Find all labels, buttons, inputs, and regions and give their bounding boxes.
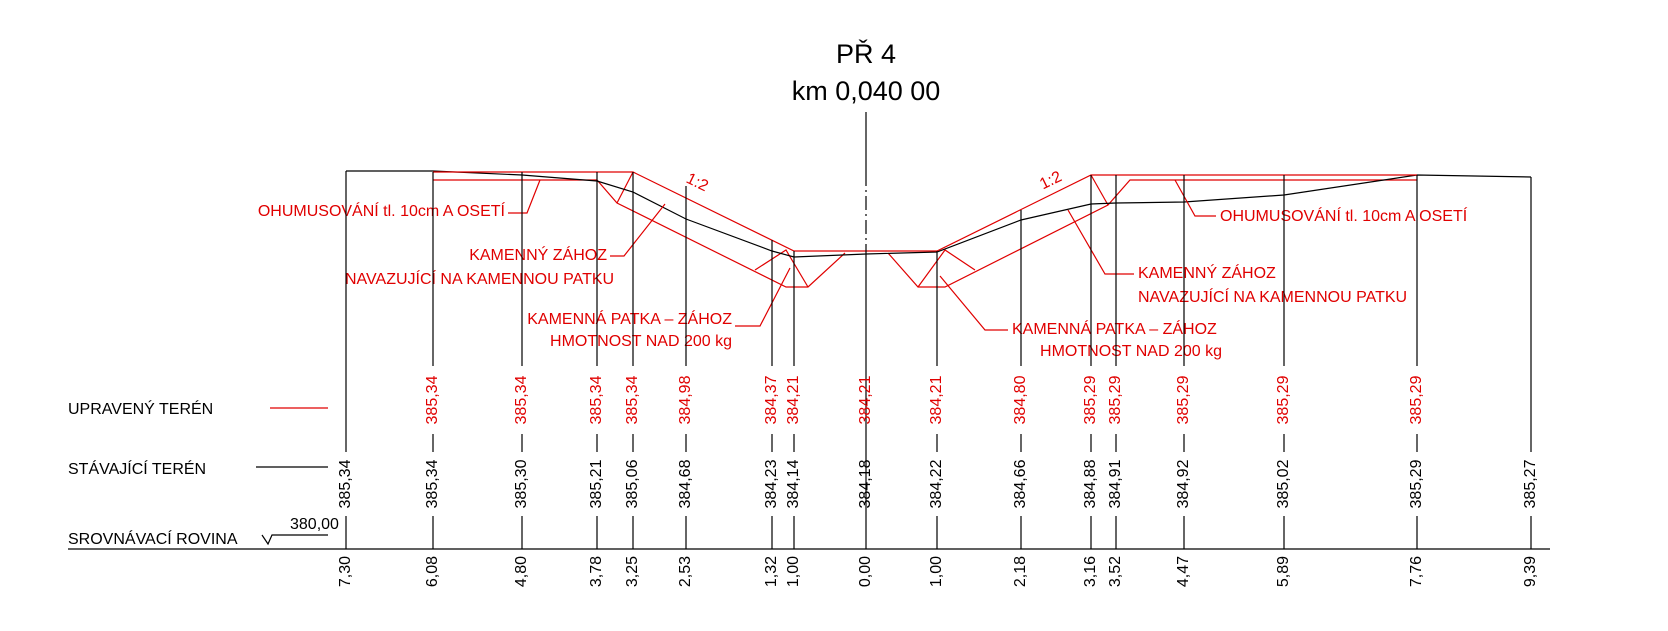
left-toe-line (754, 249, 809, 288)
annotation: KAMENNÝ ZÁHOZ (1138, 263, 1276, 282)
offset: 0,00 (857, 556, 874, 587)
offset: 7,76 (1408, 556, 1425, 587)
existing-elevation: 384,18 (857, 459, 874, 508)
designed-elevation: 385,29 (1107, 375, 1124, 424)
offset: 4,47 (1175, 556, 1192, 587)
existing-elevation: 385,27 (1522, 459, 1539, 508)
offset: 5,89 (1275, 556, 1292, 587)
annotation: KAMENNÁ PATKA – ZÁHOZ (527, 309, 732, 328)
legend-designed: UPRAVENÝ TERÉN (68, 399, 213, 418)
annotation: NAVAZUJÍCÍ NA KAMENNOU PATKU (345, 269, 614, 288)
existing-elevation: 384,22 (928, 459, 945, 508)
designed-elevation: 384,21 (785, 375, 802, 424)
offset: 4,80 (513, 556, 530, 587)
datum-symbol (261, 534, 328, 546)
existing-elevation: 384,66 (1012, 459, 1029, 508)
designed-elevation: 385,34 (424, 375, 441, 424)
slope-label: 1:2 (683, 170, 711, 195)
datum-label: SROVNÁVACÍ ROVINA (68, 529, 238, 548)
existing-elevation: 385,34 (424, 459, 441, 508)
offset: 3,25 (624, 556, 641, 587)
designed-elevation: 384,21 (857, 375, 874, 424)
offset: 9,39 (1522, 556, 1539, 587)
offset: 6,08 (424, 556, 441, 587)
leader (508, 179, 541, 214)
offset: 3,16 (1082, 556, 1099, 587)
existing-elevation: 385,30 (513, 459, 530, 508)
designed-elevation: 385,34 (513, 375, 530, 424)
existing-elevation: 384,88 (1082, 459, 1099, 508)
offset: 3,52 (1107, 556, 1124, 587)
offset: 3,78 (588, 556, 605, 587)
annotation: HMOTNOST NAD 200 kg (1040, 343, 1222, 360)
existing-elevation: 384,23 (763, 459, 780, 508)
offset: 1,00 (785, 556, 802, 587)
offset: 1,00 (928, 556, 945, 587)
designed-elevation: 384,37 (763, 375, 780, 424)
designed-elevation: 385,29 (1175, 375, 1192, 424)
left-topsoil-line (616, 171, 634, 204)
designed-elevation: 384,80 (1012, 375, 1029, 424)
datum-level: 380,00 (290, 516, 339, 533)
existing-elevation: 384,14 (785, 459, 802, 508)
offset: 2,53 (677, 556, 694, 587)
designed-elevation: 385,34 (624, 375, 641, 424)
offset: 1,32 (763, 556, 780, 587)
leader (1174, 179, 1216, 217)
designed-elevation: 385,29 (1408, 375, 1425, 424)
existing-elevation: 385,06 (624, 459, 641, 508)
profile-name: PŘ 4 (836, 38, 896, 69)
right-toe-line (917, 249, 976, 288)
offset: 7,30 (337, 556, 354, 587)
leader (1067, 209, 1134, 275)
designed-elevation: 385,29 (1275, 375, 1292, 424)
annotation: NAVAZUJÍCÍ NA KAMENNOU PATKU (1138, 287, 1407, 306)
leader (939, 275, 1008, 331)
profile-km: km 0,040 00 (792, 76, 941, 106)
existing-elevation: 384,68 (677, 459, 694, 508)
existing-elevation: 384,91 (1107, 459, 1124, 508)
designed-elevation: 384,98 (677, 375, 694, 424)
offset: 2,18 (1012, 556, 1029, 587)
leader (610, 203, 666, 257)
existing-elevation: 385,34 (337, 459, 354, 508)
annotation: OHUMUSOVÁNÍ tl. 10cm A OSETÍ (258, 201, 506, 220)
legend-existing: STÁVAJÍCÍ TERÉN (68, 459, 206, 478)
designed-elevation: 384,21 (928, 375, 945, 424)
annotation: OHUMUSOVÁNÍ tl. 10cm A OSETÍ (1220, 206, 1468, 225)
designed-elevation: 385,29 (1082, 375, 1099, 424)
left-fill-line (433, 179, 846, 288)
annotation: KAMENNÝ ZÁHOZ (469, 245, 607, 264)
existing-elevation: 385,21 (588, 459, 605, 508)
existing-elevation: 384,92 (1175, 459, 1192, 508)
annotation: KAMENNÁ PATKA – ZÁHOZ (1012, 319, 1217, 338)
designed-elevation: 385,34 (588, 375, 605, 424)
right-fill-line (887, 179, 1417, 288)
right-topsoil-line (1090, 174, 1109, 206)
leader (735, 267, 791, 327)
existing-elevation: 385,02 (1275, 459, 1292, 508)
existing-elevation: 385,29 (1408, 459, 1425, 508)
annotation: HMOTNOST NAD 200 kg (550, 333, 732, 350)
